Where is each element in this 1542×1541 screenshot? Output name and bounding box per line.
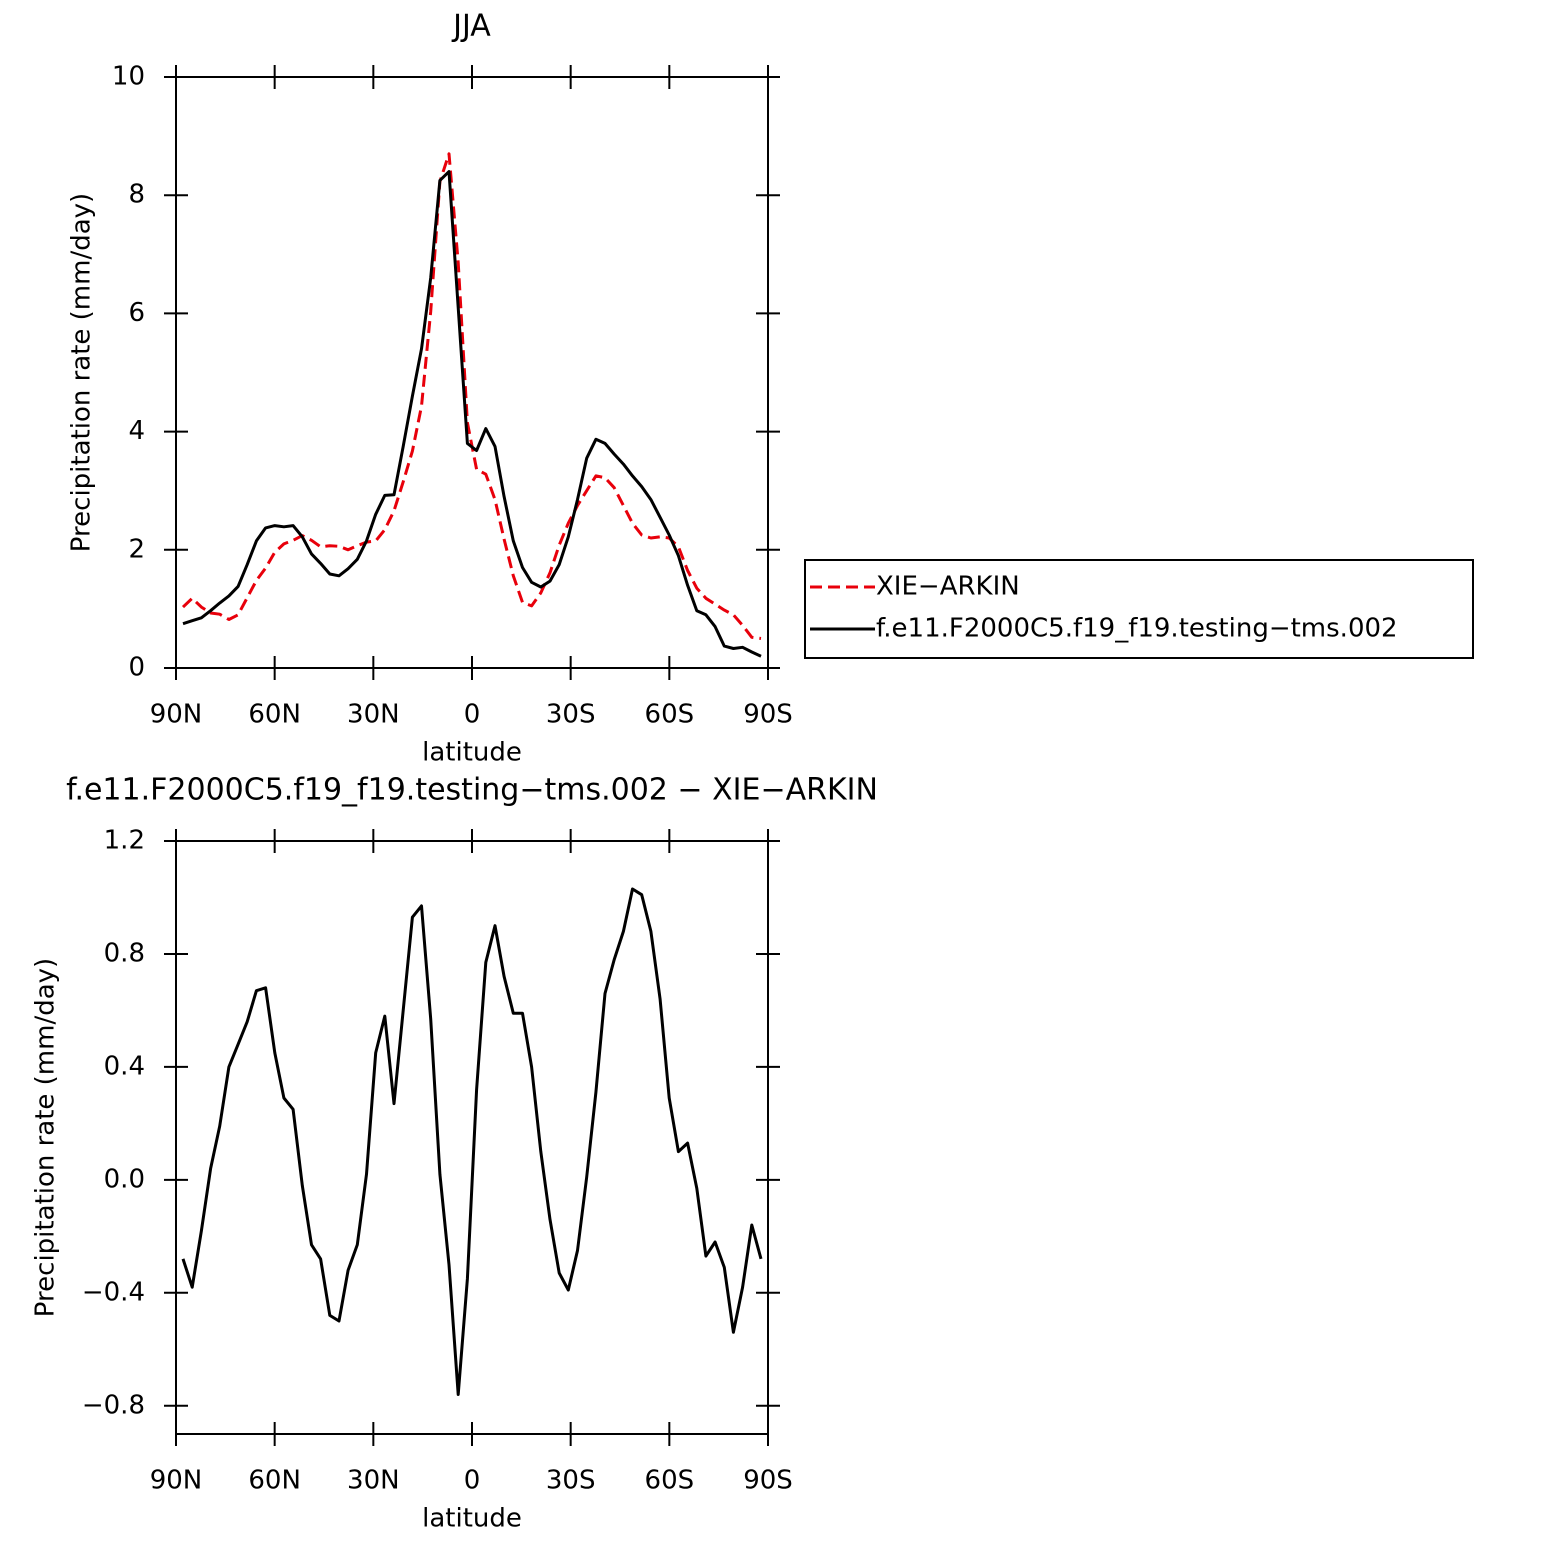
chart-title: JJA [451, 9, 491, 44]
plot-frame [175, 840, 769, 1435]
x-tick-label: 30N [347, 700, 400, 730]
legend-label: XIE−ARKIN [876, 572, 1020, 602]
y-axis-label: Precipitation rate (mm/day) [67, 193, 97, 552]
legend-label: f.e11.F2000C5.f19_f19.testing−tms.002 [876, 614, 1398, 644]
y-tick-label: 4 [128, 416, 145, 446]
y-axis-label: Precipitation rate (mm/day) [31, 958, 61, 1317]
data-line [181, 887, 763, 1396]
chart-title: f.e11.F2000C5.f19_f19.testing−tms.002 − … [66, 773, 878, 808]
y-tick-label: 0.4 [104, 1051, 145, 1081]
x-tick-label: 60S [645, 700, 695, 730]
legend-box [804, 559, 1474, 659]
y-tick-label: −0.4 [82, 1277, 145, 1307]
x-tick-label: 90S [743, 1466, 793, 1496]
data-line [181, 152, 762, 640]
plot-frame [175, 76, 769, 669]
x-tick-label: 0 [464, 1466, 481, 1496]
x-axis-label: latitude [422, 1504, 522, 1534]
x-tick-label: 30S [546, 700, 596, 730]
y-tick-label: 6 [128, 298, 145, 328]
x-tick-label: 90S [743, 700, 793, 730]
x-tick-label: 30N [347, 1466, 400, 1496]
x-axis-label: latitude [422, 738, 522, 768]
y-tick-label: 0.8 [104, 938, 145, 968]
y-tick-label: 1.2 [104, 826, 145, 856]
y-tick-label: −0.8 [82, 1390, 145, 1420]
x-tick-label: 60S [645, 1466, 695, 1496]
x-tick-label: 0 [464, 700, 481, 730]
y-tick-label: 2 [128, 534, 145, 564]
y-tick-label: 10 [112, 62, 145, 92]
y-tick-label: 0 [128, 653, 145, 683]
x-tick-label: 60N [248, 700, 301, 730]
x-tick-label: 90N [150, 700, 203, 730]
x-tick-label: 90N [150, 1466, 203, 1496]
y-tick-label: 0.0 [104, 1164, 145, 1194]
x-tick-label: 30S [546, 1466, 596, 1496]
x-tick-label: 60N [248, 1466, 301, 1496]
y-tick-label: 8 [128, 180, 145, 210]
data-line [182, 170, 762, 658]
